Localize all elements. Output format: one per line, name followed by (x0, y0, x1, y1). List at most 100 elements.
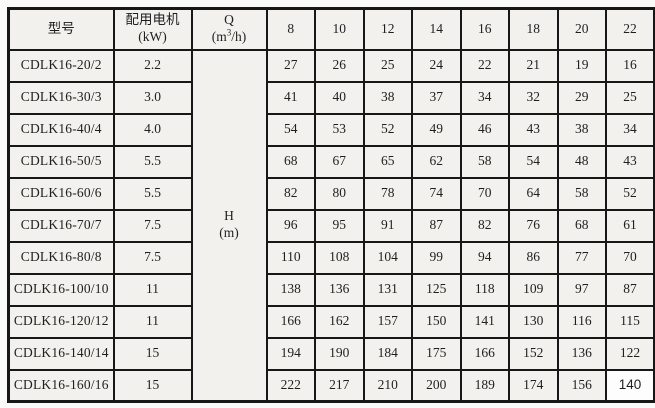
head-cell: 104 (362, 240, 413, 275)
head-cell: 156 (556, 368, 607, 403)
head-cell: 157 (362, 304, 413, 339)
head-cell: 96 (265, 208, 316, 243)
table-row: CDLK16-70/7 7.5 96 95 91 87 82 76 68 61 (7, 208, 655, 243)
head-cell: 41 (265, 80, 316, 115)
table-row: CDLK16-100/10 11 138 136 131 125 118 109… (7, 272, 655, 307)
power-cell: 7.5 (112, 240, 193, 275)
flow-value-header: 16 (459, 7, 510, 51)
head-cell: 70 (459, 176, 510, 211)
head-cell: 87 (605, 272, 655, 307)
head-cell: 26 (314, 48, 365, 83)
col-header-flow: Q (m3/h) (190, 7, 268, 51)
head-cell: 152 (508, 336, 559, 371)
flow-unit: (m3/h) (211, 27, 247, 45)
head-cell: 40 (314, 80, 365, 115)
head-cell: 184 (362, 336, 413, 371)
table-row: CDLK16-120/12 11 166 162 157 150 141 130… (7, 304, 655, 339)
table-row: CDLK16-60/6 5.5 82 80 78 74 70 64 58 52 (7, 176, 655, 211)
head-cell: 110 (265, 240, 316, 275)
head-cell: 52 (362, 112, 413, 147)
head-cell: 122 (605, 336, 655, 371)
pump-spec-table: 型号 配用电机 (kW) Q (m3/h) 8 10 12 14 16 18 2… (7, 7, 655, 403)
head-cell: 136 (314, 272, 365, 307)
head-cell: 22 (459, 48, 510, 83)
head-cell: 64 (508, 176, 559, 211)
head-cell: 116 (556, 304, 607, 339)
power-cell: 15 (112, 368, 193, 403)
head-cell: 67 (314, 144, 365, 179)
flow-value-header: 14 (411, 7, 462, 51)
table-row: CDLK16-30/3 3.0 41 40 38 37 34 32 29 25 (7, 80, 655, 115)
head-cell: 38 (556, 112, 607, 147)
head-cell: 65 (362, 144, 413, 179)
table-row: CDLK16-160/16 15 222 217 210 200 189 174… (7, 368, 655, 403)
head-cell: 174 (508, 368, 559, 403)
head-symbol: H (224, 208, 234, 224)
flow-value-header: 8 (265, 7, 316, 51)
head-cell: 82 (459, 208, 510, 243)
flow-value-header: 12 (362, 7, 413, 51)
head-cell: 70 (605, 240, 655, 275)
head-cell: 210 (362, 368, 413, 403)
head-cell: 140 (605, 368, 655, 403)
head-cell: 21 (508, 48, 559, 83)
table-row: CDLK16-140/14 15 194 190 184 175 166 152… (7, 336, 655, 371)
head-cell: 61 (605, 208, 655, 243)
head-cell: 68 (556, 208, 607, 243)
flow-value-header: 18 (508, 7, 559, 51)
flow-value-header: 20 (556, 7, 607, 51)
col-header-motor: 配用电机 (kW) (112, 7, 193, 51)
head-cell: 115 (605, 304, 655, 339)
head-cell: 77 (556, 240, 607, 275)
head-cell: 19 (556, 48, 607, 83)
col-header-model: 型号 (7, 7, 115, 51)
head-cell: 54 (508, 144, 559, 179)
head-cell: 91 (362, 208, 413, 243)
power-cell: 11 (112, 304, 193, 339)
head-cell: 87 (411, 208, 462, 243)
head-cell: 49 (411, 112, 462, 147)
model-cell: CDLK16-20/2 (7, 48, 115, 83)
head-cell: 130 (508, 304, 559, 339)
head-cell: 97 (556, 272, 607, 307)
flow-symbol: Q (224, 12, 234, 28)
head-cell: 99 (411, 240, 462, 275)
head-cell: 189 (459, 368, 510, 403)
head-cell: 138 (265, 272, 316, 307)
head-cell: 32 (508, 80, 559, 115)
power-cell: 5.5 (112, 176, 193, 211)
model-cell: CDLK16-120/12 (7, 304, 115, 339)
head-cell: 190 (314, 336, 365, 371)
model-cell: CDLK16-100/10 (7, 272, 115, 307)
power-cell: 5.5 (112, 144, 193, 179)
head-cell: 222 (265, 368, 316, 403)
model-cell: CDLK16-30/3 (7, 80, 115, 115)
power-cell: 15 (112, 336, 193, 371)
head-unit: (m) (219, 225, 239, 241)
head-cell: 82 (265, 176, 316, 211)
model-cell: CDLK16-140/14 (7, 336, 115, 371)
head-cell: 76 (508, 208, 559, 243)
head-cell: 58 (459, 144, 510, 179)
head-cell: 150 (411, 304, 462, 339)
motor-header-line1: 配用电机 (125, 12, 180, 28)
head-cell: 108 (314, 240, 365, 275)
head-cell: 80 (314, 176, 365, 211)
model-cell: CDLK16-70/7 (7, 208, 115, 243)
head-cell: 52 (605, 176, 655, 211)
head-cell: 125 (411, 272, 462, 307)
head-cell: 48 (556, 144, 607, 179)
head-cell: 54 (265, 112, 316, 147)
head-cell: 29 (556, 80, 607, 115)
head-cell: 25 (362, 48, 413, 83)
table-row: CDLK16-40/4 4.0 54 53 52 49 46 43 38 34 (7, 112, 655, 147)
flow-value-header: 10 (314, 7, 365, 51)
head-cell: 118 (459, 272, 510, 307)
head-cell: 34 (605, 112, 655, 147)
head-cell: 136 (556, 336, 607, 371)
power-cell: 3.0 (112, 80, 193, 115)
power-cell: 4.0 (112, 112, 193, 147)
head-cell: 86 (508, 240, 559, 275)
flow-value-header: 22 (605, 7, 655, 51)
power-cell: 7.5 (112, 208, 193, 243)
